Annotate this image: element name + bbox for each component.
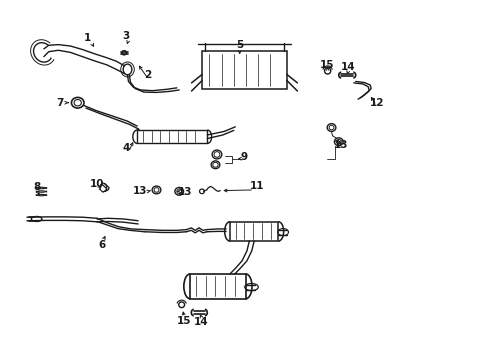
Text: 13: 13	[333, 140, 348, 150]
Text: 13: 13	[178, 187, 192, 197]
Text: 3: 3	[122, 31, 129, 41]
Text: 2: 2	[144, 71, 151, 80]
Text: 9: 9	[241, 152, 247, 162]
Text: 15: 15	[319, 60, 333, 70]
Text: 1: 1	[83, 33, 91, 43]
Bar	[137, 130, 207, 144]
Text: 13: 13	[133, 186, 147, 195]
Text: 4: 4	[122, 143, 129, 153]
Text: 14: 14	[341, 62, 355, 72]
Text: 7: 7	[56, 98, 63, 108]
Bar	[190, 274, 245, 299]
Text: 15: 15	[177, 316, 191, 326]
Text: 6: 6	[98, 239, 105, 249]
Text: 12: 12	[369, 98, 384, 108]
Text: 10: 10	[90, 179, 104, 189]
Text: 5: 5	[236, 40, 243, 50]
Text: 14: 14	[193, 318, 208, 328]
Bar	[202, 51, 286, 89]
Text: 8: 8	[33, 182, 40, 192]
Bar	[229, 222, 278, 241]
Text: 11: 11	[249, 181, 264, 192]
